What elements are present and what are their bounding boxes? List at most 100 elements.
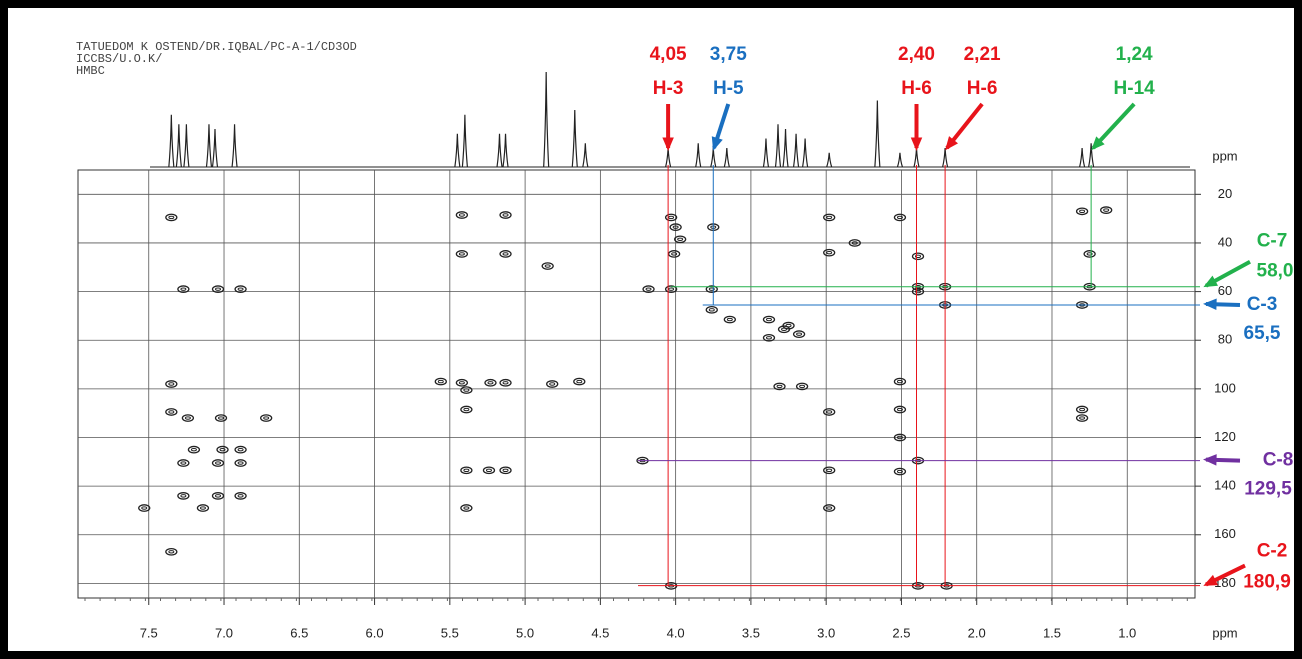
cross-peak — [773, 382, 786, 391]
cross-peak — [460, 504, 473, 512]
header-line: TATUEDOM K OSTEND/DR.IQBAL/PC-A-1/CD3OD — [76, 40, 357, 54]
cross-peak — [893, 377, 907, 386]
contour — [893, 377, 907, 386]
contour — [458, 381, 465, 385]
cross-peak — [181, 414, 195, 422]
contour — [219, 447, 226, 452]
contour — [455, 250, 469, 258]
cross-peak — [499, 250, 512, 258]
contour — [460, 504, 473, 512]
cross-peak — [823, 248, 836, 257]
contour — [1079, 209, 1086, 214]
projection-peak — [1079, 147, 1086, 168]
contour — [796, 332, 803, 336]
cross-peak — [455, 250, 469, 258]
contour — [165, 213, 178, 222]
projection-peak — [175, 124, 182, 168]
contour — [177, 285, 190, 294]
contour — [915, 254, 922, 259]
c-label: C-8 — [1263, 450, 1294, 471]
contour — [237, 494, 244, 498]
projection-peak — [496, 133, 503, 168]
contour — [260, 414, 273, 422]
contour — [502, 381, 509, 385]
x-tick-label: 3.5 — [742, 625, 760, 640]
contour — [502, 213, 509, 217]
cross-peak — [1075, 414, 1089, 422]
cross-peak — [848, 239, 861, 247]
cross-peak — [823, 213, 836, 222]
cross-peak — [911, 287, 925, 296]
projection-peak — [826, 152, 833, 168]
contour — [645, 287, 652, 291]
cross-peak — [455, 211, 469, 219]
contour — [667, 250, 681, 258]
contour — [234, 492, 247, 500]
contour — [216, 445, 229, 454]
cross-peak — [214, 414, 228, 422]
contour — [792, 330, 806, 338]
contour — [460, 466, 473, 475]
y-tick-label: 100 — [1214, 380, 1236, 395]
cross-peak — [499, 466, 512, 475]
c-label: C-7 — [1257, 231, 1288, 252]
c-arrow-head — [1203, 298, 1217, 311]
contour — [576, 379, 583, 384]
contour — [184, 416, 191, 420]
contour — [215, 494, 222, 498]
y-tick-label: 160 — [1214, 526, 1236, 541]
x-tick-label: 1.5 — [1043, 625, 1061, 640]
contour — [434, 377, 447, 386]
contour — [669, 223, 682, 231]
h-shift-label: 4,05 — [650, 44, 687, 65]
contour — [705, 285, 718, 294]
contour — [823, 466, 836, 475]
cross-peak — [211, 492, 225, 500]
contour — [668, 287, 675, 291]
cross-peak — [705, 305, 718, 314]
contour — [196, 504, 210, 512]
h-arrow-head — [910, 137, 923, 151]
cross-peak — [705, 285, 718, 294]
cross-peak — [165, 547, 178, 556]
contour — [1100, 206, 1113, 214]
cross-peak — [642, 285, 655, 294]
cross-peak — [893, 433, 907, 442]
cross-peak — [460, 386, 473, 394]
contour — [726, 317, 733, 322]
contour — [499, 211, 512, 219]
c-shift-label: 58,0 — [1257, 261, 1294, 282]
contour — [541, 262, 554, 270]
y-tick-label: 80 — [1218, 332, 1232, 347]
projection-peak — [454, 133, 461, 168]
contour — [165, 380, 178, 388]
contour — [463, 468, 470, 473]
contour — [482, 466, 496, 475]
x-tick-label: 2.5 — [892, 625, 910, 640]
contour — [549, 382, 556, 386]
contour — [762, 333, 776, 342]
cross-peak — [664, 213, 678, 222]
y-tick-label: 20 — [1218, 186, 1232, 201]
contour — [773, 382, 786, 391]
contour — [234, 285, 247, 294]
h-arrow-head — [711, 136, 723, 151]
contour — [546, 380, 559, 388]
cross-peak — [499, 211, 512, 219]
c-arrow-head — [1203, 574, 1218, 586]
contour — [896, 379, 903, 384]
contour — [499, 466, 512, 475]
contour — [502, 468, 509, 473]
contour — [484, 378, 497, 387]
c-shift-label: 65,5 — [1244, 323, 1281, 344]
contour — [458, 252, 465, 256]
cross-peak — [482, 466, 496, 475]
contour — [168, 382, 175, 386]
contour — [455, 211, 469, 219]
header-line: HMBC — [76, 64, 105, 78]
c-shift-label: 129,5 — [1244, 479, 1292, 500]
projection-peak — [168, 114, 175, 168]
h-label: H-3 — [653, 78, 684, 99]
h-shift-label: 1,24 — [1116, 44, 1153, 65]
contour — [218, 416, 225, 420]
